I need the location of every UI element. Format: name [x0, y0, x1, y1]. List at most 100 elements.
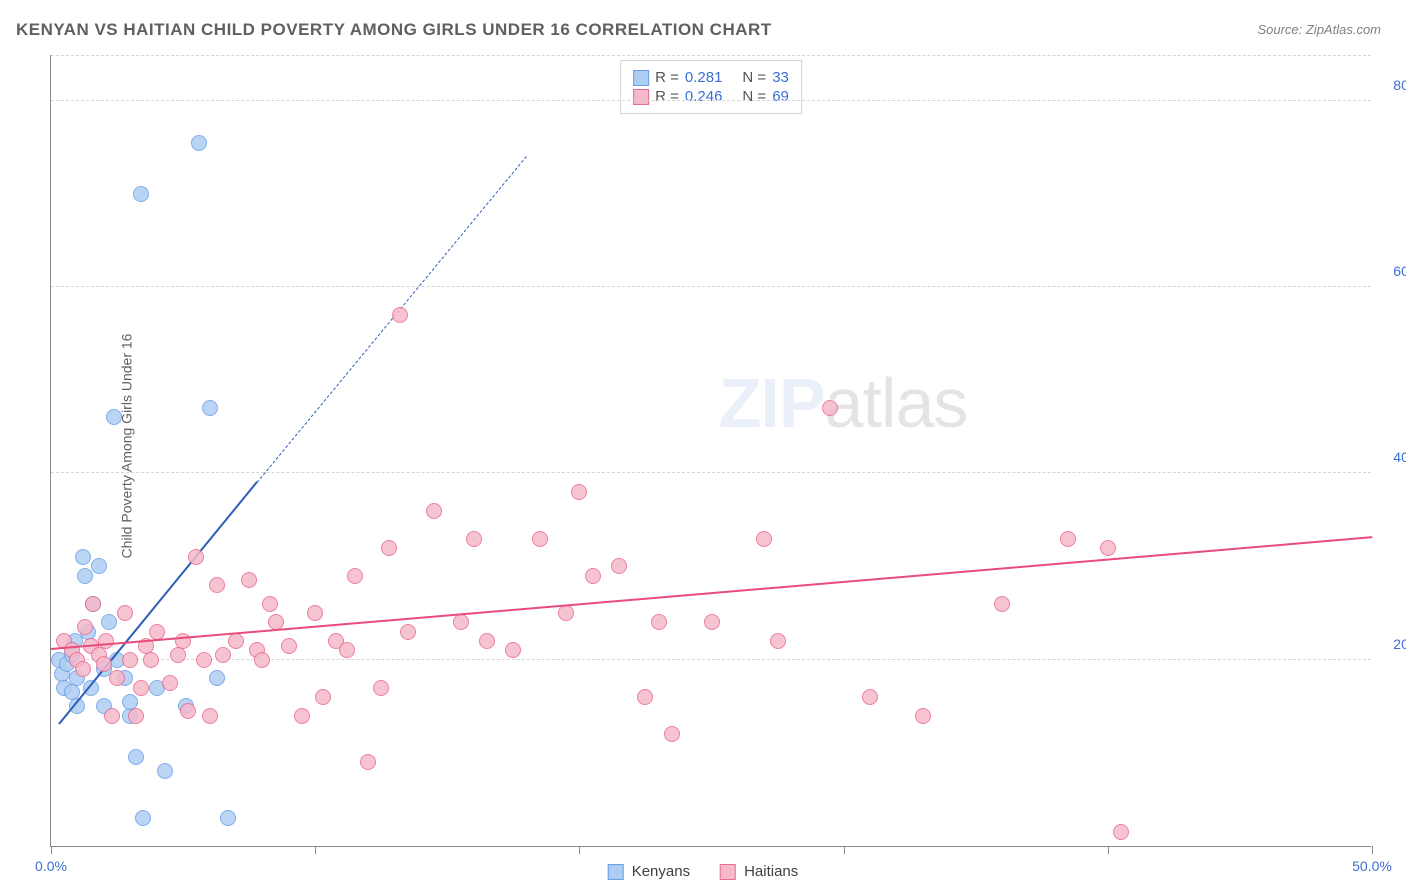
legend-series-name: Kenyans: [632, 863, 690, 880]
data-point: [128, 749, 144, 765]
data-point: [373, 680, 389, 696]
data-point: [143, 652, 159, 668]
data-point: [241, 572, 257, 588]
data-point: [262, 596, 278, 612]
data-point: [426, 503, 442, 519]
data-point: [209, 670, 225, 686]
data-point: [822, 400, 838, 416]
watermark: ZIPatlas: [719, 363, 968, 443]
data-point: [1113, 824, 1129, 840]
data-point: [109, 670, 125, 686]
legend-n-label: N =: [742, 69, 766, 86]
data-point: [91, 558, 107, 574]
data-point: [157, 763, 173, 779]
data-point: [1100, 540, 1116, 556]
trend-line: [51, 537, 1372, 651]
data-point: [96, 656, 112, 672]
gridline: [51, 286, 1371, 287]
correlation-legend: R =0.281N =33R =0.246N =69: [620, 60, 802, 114]
x-tick: [1108, 846, 1109, 854]
data-point: [704, 614, 720, 630]
data-point: [220, 810, 236, 826]
data-point: [994, 596, 1010, 612]
data-point: [180, 703, 196, 719]
y-tick-label: 80.0%: [1393, 77, 1406, 93]
data-point: [196, 652, 212, 668]
chart-title: KENYAN VS HAITIAN CHILD POVERTY AMONG GI…: [16, 20, 772, 40]
trend-line-extension: [257, 156, 527, 483]
data-point: [128, 708, 144, 724]
data-point: [75, 661, 91, 677]
legend-swatch: [633, 70, 649, 86]
gridline: [51, 659, 1371, 660]
data-point: [149, 624, 165, 640]
legend-r-value: 0.246: [685, 88, 723, 105]
gridline: [51, 100, 1371, 101]
legend-r-label: R =: [655, 69, 679, 86]
x-tick: [1372, 846, 1373, 854]
data-point: [101, 614, 117, 630]
data-point: [104, 708, 120, 724]
legend-n-label: N =: [742, 88, 766, 105]
data-point: [85, 596, 101, 612]
data-point: [188, 549, 204, 565]
x-tick: [844, 846, 845, 854]
legend-swatch: [720, 864, 736, 880]
legend-series-name: Haitians: [744, 863, 798, 880]
data-point: [862, 689, 878, 705]
data-point: [215, 647, 231, 663]
data-point: [347, 568, 363, 584]
data-point: [664, 726, 680, 742]
data-point: [1060, 531, 1076, 547]
legend-swatch: [633, 89, 649, 105]
data-point: [453, 614, 469, 630]
data-point: [585, 568, 601, 584]
data-point: [637, 689, 653, 705]
legend-item: Haitians: [720, 863, 798, 880]
data-point: [202, 400, 218, 416]
data-point: [228, 633, 244, 649]
legend-n-value: 33: [772, 69, 789, 86]
data-point: [339, 642, 355, 658]
data-point: [75, 549, 91, 565]
data-point: [611, 558, 627, 574]
data-point: [170, 647, 186, 663]
data-point: [209, 577, 225, 593]
data-point: [392, 307, 408, 323]
legend-item: Kenyans: [608, 863, 690, 880]
data-point: [651, 614, 667, 630]
legend-row: R = 0.281 N = 33: [633, 69, 789, 86]
legend-r-label: R =: [655, 88, 679, 105]
data-point: [133, 680, 149, 696]
x-tick: [51, 846, 52, 854]
data-point: [98, 633, 114, 649]
x-tick: [579, 846, 580, 854]
data-point: [254, 652, 270, 668]
data-point: [532, 531, 548, 547]
gridline: [51, 472, 1371, 473]
x-tick-label: 0.0%: [35, 858, 67, 874]
chart-plot-area: ZIPatlas R =0.281N =33R =0.246N =69 20.0…: [50, 55, 1371, 847]
data-point: [915, 708, 931, 724]
legend-r-value: 0.281: [685, 69, 723, 86]
x-tick-label: 50.0%: [1352, 858, 1392, 874]
data-point: [307, 605, 323, 621]
data-point: [122, 652, 138, 668]
data-point: [558, 605, 574, 621]
data-point: [571, 484, 587, 500]
data-point: [400, 624, 416, 640]
data-point: [191, 135, 207, 151]
legend-row: R =0.246N =69: [633, 88, 789, 105]
y-tick-label: 60.0%: [1393, 263, 1406, 279]
data-point: [294, 708, 310, 724]
legend-swatch: [608, 864, 624, 880]
data-point: [505, 642, 521, 658]
data-point: [770, 633, 786, 649]
source-attribution: Source: ZipAtlas.com: [1257, 22, 1381, 37]
data-point: [381, 540, 397, 556]
data-point: [756, 531, 772, 547]
data-point: [466, 531, 482, 547]
data-point: [117, 605, 133, 621]
data-point: [162, 675, 178, 691]
data-point: [315, 689, 331, 705]
